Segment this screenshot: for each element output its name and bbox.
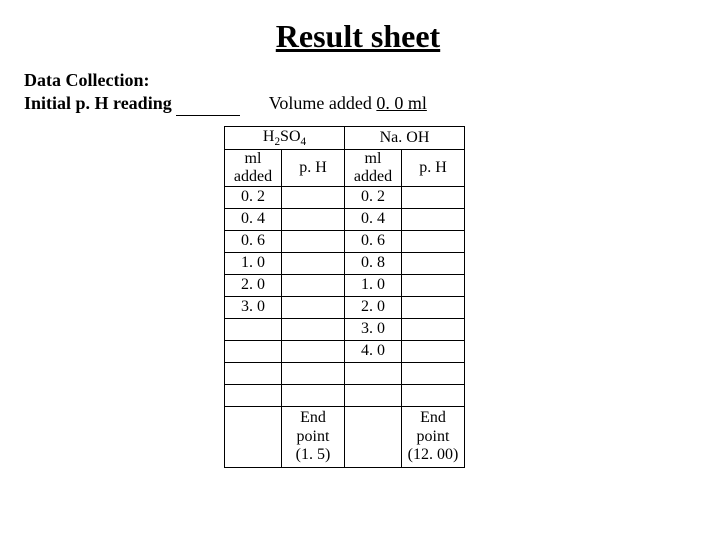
cell-a-ph bbox=[282, 362, 345, 384]
cell-b-ml bbox=[345, 384, 402, 406]
group-header-h2so4: H2SO4 bbox=[225, 126, 345, 149]
table-row bbox=[225, 384, 465, 406]
cell-b-ph bbox=[402, 384, 465, 406]
cell-a-ml: 2. 0 bbox=[225, 274, 282, 296]
table-row: 0. 2 0. 2 bbox=[225, 186, 465, 208]
cell-b-ph bbox=[402, 230, 465, 252]
initial-ph-label: Initial p. H reading bbox=[24, 92, 172, 115]
sub-header-ml-added-a: mladded bbox=[225, 149, 282, 186]
end-point-a: Endpoint(1. 5) bbox=[282, 406, 345, 467]
cell-a-ml: 1. 0 bbox=[225, 252, 282, 274]
end-point-blank-a-ml bbox=[225, 406, 282, 467]
cell-b-ph bbox=[402, 252, 465, 274]
cell-a-ml bbox=[225, 340, 282, 362]
cell-a-ph bbox=[282, 230, 345, 252]
cell-a-ph bbox=[282, 384, 345, 406]
cell-a-ph bbox=[282, 252, 345, 274]
cell-b-ph bbox=[402, 186, 465, 208]
cell-b-ml: 3. 0 bbox=[345, 318, 402, 340]
cell-b-ph bbox=[402, 274, 465, 296]
cell-a-ml: 0. 2 bbox=[225, 186, 282, 208]
cell-a-ph bbox=[282, 186, 345, 208]
cell-a-ml: 0. 4 bbox=[225, 208, 282, 230]
table-row bbox=[225, 362, 465, 384]
cell-b-ml: 1. 0 bbox=[345, 274, 402, 296]
cell-b-ml: 2. 0 bbox=[345, 296, 402, 318]
table-row: 0. 4 0. 4 bbox=[225, 208, 465, 230]
cell-a-ml: 0. 6 bbox=[225, 230, 282, 252]
cell-b-ml bbox=[345, 362, 402, 384]
end-point-b: Endpoint(12. 00) bbox=[402, 406, 465, 467]
cell-b-ph bbox=[402, 340, 465, 362]
table-row: 1. 0 0. 8 bbox=[225, 252, 465, 274]
end-point-blank-b-ml bbox=[345, 406, 402, 467]
cell-b-ml: 0. 8 bbox=[345, 252, 402, 274]
volume-added-label: Volume added bbox=[269, 93, 372, 113]
sub-header-ph-b: p. H bbox=[402, 149, 465, 186]
cell-b-ml: 4. 0 bbox=[345, 340, 402, 362]
cell-b-ph bbox=[402, 318, 465, 340]
volume-added-value: 0. 0 ml bbox=[376, 93, 427, 113]
table-row: 2. 0 1. 0 bbox=[225, 274, 465, 296]
table-row: 3. 0 bbox=[225, 318, 465, 340]
data-rows: 0. 20. 20. 40. 40. 60. 61. 00. 82. 01. 0… bbox=[225, 186, 465, 406]
result-table: H2SO4 Na. OH mladded p. H mladded p. H 0… bbox=[224, 126, 465, 468]
cell-b-ph bbox=[402, 362, 465, 384]
cell-a-ml bbox=[225, 384, 282, 406]
table-row: 0. 6 0. 6 bbox=[225, 230, 465, 252]
cell-a-ml bbox=[225, 318, 282, 340]
cell-b-ml: 0. 2 bbox=[345, 186, 402, 208]
cell-a-ph bbox=[282, 296, 345, 318]
initial-ph-blank bbox=[176, 97, 240, 116]
cell-a-ml: 3. 0 bbox=[225, 296, 282, 318]
table-row: 4. 0 bbox=[225, 340, 465, 362]
cell-a-ph bbox=[282, 208, 345, 230]
group-header-naoh: Na. OH bbox=[345, 126, 465, 149]
cell-b-ml: 0. 6 bbox=[345, 230, 402, 252]
header-block: Data Collection: Initial p. H reading Vo… bbox=[24, 69, 692, 116]
cell-b-ph bbox=[402, 208, 465, 230]
cell-a-ph bbox=[282, 318, 345, 340]
cell-b-ml: 0. 4 bbox=[345, 208, 402, 230]
page-title: Result sheet bbox=[24, 18, 692, 55]
cell-a-ph bbox=[282, 274, 345, 296]
cell-a-ph bbox=[282, 340, 345, 362]
sub-header-ml-added-b: mladded bbox=[345, 149, 402, 186]
data-collection-label: Data Collection: bbox=[24, 69, 692, 92]
sub-header-ph-a: p. H bbox=[282, 149, 345, 186]
cell-b-ph bbox=[402, 296, 465, 318]
table-row: 3. 0 2. 0 bbox=[225, 296, 465, 318]
cell-a-ml bbox=[225, 362, 282, 384]
